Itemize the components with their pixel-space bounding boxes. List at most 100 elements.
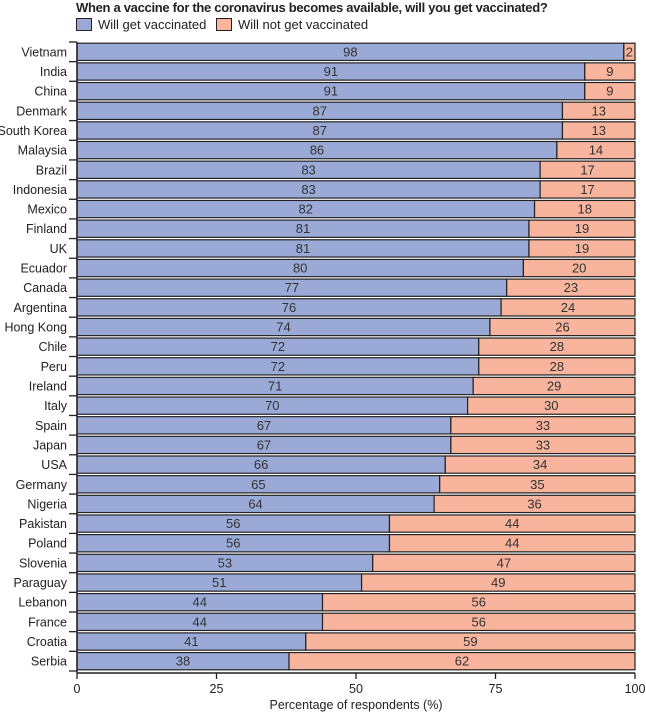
data-label: 72 — [271, 359, 285, 374]
bar-will-not-get — [478, 337, 636, 356]
category-label: Italy — [44, 399, 68, 413]
data-label: 35 — [530, 477, 544, 492]
bar-will-not-get — [506, 278, 636, 297]
bar-will-not-get — [372, 553, 636, 573]
data-label: 13 — [591, 123, 605, 138]
data-label: 49 — [491, 575, 505, 590]
data-label: 56 — [226, 516, 240, 531]
category-label: Pakistan — [19, 517, 67, 531]
data-label: 98 — [343, 44, 357, 59]
category-label: Japan — [33, 438, 67, 452]
data-label: 87 — [312, 103, 326, 118]
data-label: 67 — [257, 437, 271, 452]
category-label: Hong Kong — [4, 321, 67, 335]
data-label: 53 — [218, 555, 232, 570]
data-label: 51 — [212, 575, 226, 590]
bar-will-not-get — [305, 632, 636, 651]
category-label: Denmark — [16, 104, 67, 118]
data-label: 33 — [536, 418, 550, 433]
category-label: Nigeria — [27, 497, 67, 511]
category-label: Paraguay — [13, 576, 67, 590]
category-label: Poland — [28, 537, 67, 551]
data-label: 23 — [564, 280, 578, 295]
data-label: 76 — [282, 300, 296, 315]
data-label: 41 — [184, 634, 198, 649]
data-label: 77 — [285, 280, 299, 295]
bar-will-not-get — [388, 514, 636, 533]
data-label: 87 — [312, 123, 326, 138]
data-label: 56 — [472, 614, 486, 629]
bar-will-not-get — [450, 416, 636, 435]
legend-item-will-not-get: Will not get vaccinated — [216, 17, 368, 32]
bar-will-not-get — [472, 376, 636, 396]
bar-will-not-get — [584, 62, 636, 81]
data-label: 91 — [324, 84, 338, 99]
category-label: Canada — [23, 281, 67, 295]
data-label: 56 — [226, 536, 240, 551]
data-label: 65 — [251, 477, 265, 492]
data-label: 36 — [527, 496, 541, 511]
data-label: 13 — [591, 103, 605, 118]
category-label: Croatia — [27, 635, 67, 649]
legend-label-will-get: Will get vaccinated — [98, 17, 207, 32]
data-label: 17 — [580, 182, 594, 197]
x-tick-label: 0 — [74, 682, 81, 696]
category-label: Mexico — [27, 203, 67, 217]
data-label: 30 — [544, 398, 558, 413]
bar-will-not-get — [561, 101, 636, 121]
data-label: 19 — [575, 221, 589, 236]
data-label: 66 — [254, 457, 268, 472]
category-label: France — [28, 615, 67, 629]
category-label: Serbia — [31, 655, 67, 669]
data-label: 28 — [550, 339, 564, 354]
data-label: 17 — [580, 162, 594, 177]
category-label: Spain — [35, 419, 67, 433]
data-label: 9 — [606, 64, 613, 79]
data-label: 24 — [561, 300, 575, 315]
data-label: 47 — [497, 555, 511, 570]
bar-will-not-get — [528, 219, 636, 238]
data-label: 26 — [555, 320, 569, 335]
data-label: 18 — [578, 202, 592, 217]
bar-will-not-get — [388, 534, 636, 553]
data-label: 74 — [276, 320, 290, 335]
data-label: 14 — [589, 143, 603, 158]
category-label: Vietnam — [21, 45, 67, 59]
category-label: Ireland — [29, 379, 67, 393]
x-axis-title: Percentage of respondents (%) — [269, 698, 442, 712]
data-label: 67 — [257, 418, 271, 433]
data-label: 44 — [193, 614, 207, 629]
bar-will-not-get — [439, 475, 636, 494]
bar-will-not-get — [478, 357, 636, 376]
category-label: Brazil — [36, 163, 67, 177]
bar-will-not-get — [561, 121, 636, 140]
category-label: South Korea — [0, 124, 67, 138]
data-label: 83 — [301, 162, 315, 177]
category-label: China — [34, 85, 67, 99]
data-label: 83 — [301, 182, 315, 197]
data-label: 62 — [455, 654, 469, 669]
bar-will-not-get — [623, 42, 636, 62]
bar-will-not-get — [556, 140, 636, 160]
x-tick-label: 100 — [625, 682, 646, 696]
bar-will-not-get — [489, 317, 636, 337]
data-label: 81 — [296, 221, 310, 236]
data-label: 81 — [296, 241, 310, 256]
bar-will-not-get — [321, 612, 636, 632]
data-label: 91 — [324, 64, 338, 79]
data-label: 71 — [268, 378, 282, 393]
category-label: UK — [50, 242, 68, 256]
bar-will-not-get — [467, 396, 636, 415]
category-label: Argentina — [13, 301, 67, 315]
category-label: India — [40, 65, 67, 79]
bar-will-not-get — [360, 573, 636, 592]
category-label: Slovenia — [19, 556, 67, 570]
bar-will-not-get — [528, 239, 636, 258]
bar-will-not-get — [321, 592, 636, 612]
bar-will-not-get — [433, 494, 636, 514]
data-label: 86 — [310, 143, 324, 158]
bar-will-not-get — [288, 651, 636, 671]
category-label: Lebanon — [18, 596, 67, 610]
data-label: 29 — [547, 378, 561, 393]
